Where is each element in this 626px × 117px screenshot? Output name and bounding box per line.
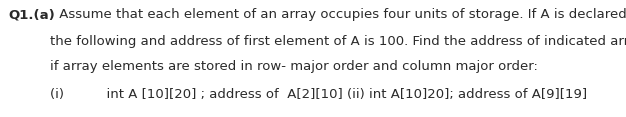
Text: Assume that each element of an array occupies four units of storage. If A is dec: Assume that each element of an array occ…	[54, 8, 626, 21]
Text: (i)          int A [10][20] ; address of  A[2][10] (ii) int A[10]20]; address of: (i) int A [10][20] ; address of A[2][10]…	[50, 88, 587, 101]
Text: the following and address of first element of A is 100. Find the address of indi: the following and address of first eleme…	[50, 35, 626, 48]
Text: if array elements are stored in row- major order and column major order:: if array elements are stored in row- maj…	[50, 60, 538, 73]
Text: Q1.(a): Q1.(a)	[8, 8, 54, 21]
